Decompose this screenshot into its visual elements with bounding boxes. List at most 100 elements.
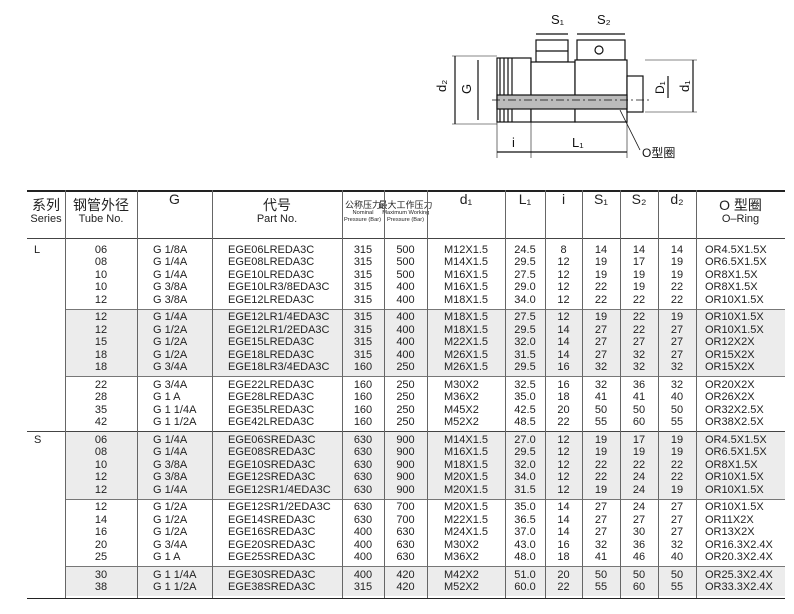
table-cell: 315: [353, 311, 373, 323]
table-cell: 400: [396, 281, 415, 293]
table-cell: 14: [557, 513, 570, 526]
table-cell: 22: [594, 471, 608, 483]
table-cell: OR4.5X1.5X: [705, 243, 767, 256]
table-cell: 14: [557, 336, 570, 348]
table-cell: OR20.3X2.4X: [705, 551, 773, 563]
table-cell: M20X1.5: [444, 501, 489, 513]
group-shade: [65, 431, 785, 499]
table-cell: 400: [396, 323, 415, 336]
table-cell: OR10X1.5X: [705, 293, 764, 306]
label-i: i: [512, 135, 515, 150]
table-cell: OR25.3X2.4X: [705, 568, 773, 581]
table-cell: 315: [353, 243, 373, 256]
column-border: [137, 190, 138, 598]
table-cell: EGE18LR3/4EDA3C: [228, 361, 330, 373]
table-cell: 900: [396, 471, 415, 483]
table-cell: G 1 A: [153, 551, 181, 563]
table-cell: 160: [353, 378, 373, 391]
table-cell: 48.5: [514, 416, 536, 428]
table-cell: 19: [632, 281, 646, 293]
table-cell: 700: [396, 501, 415, 513]
table-cell: G 1 1/4A: [153, 403, 197, 416]
table-cell: OR8X1.5X: [705, 268, 758, 281]
table-cell: 14: [557, 323, 570, 336]
label-d1: d₁: [677, 80, 692, 92]
table-cell: OR33.3X2.4X: [705, 581, 773, 593]
header-text: Pressure (Bar): [386, 217, 425, 223]
table-cell: G 1/4A: [153, 311, 188, 323]
table-cell: 27.0: [514, 433, 536, 446]
table-cell: 15: [94, 336, 108, 348]
table-cell: OR8X1.5X: [705, 281, 758, 293]
table-cell: G 1/2A: [153, 336, 188, 348]
table-cell: M18X1.5: [444, 311, 489, 323]
table-cell: 27.5: [514, 311, 536, 323]
table-cell: 250: [396, 391, 415, 403]
header-cell: L₁: [505, 192, 545, 238]
section-border: [27, 431, 785, 432]
table-cell: M16X1.5: [444, 268, 489, 281]
table-cell: 55: [594, 416, 608, 428]
table-cell: 22: [632, 311, 646, 323]
table-cell: 19: [632, 268, 646, 281]
table-cell: 42.5: [514, 403, 536, 416]
table-cell: OR10X1.5X: [705, 471, 764, 483]
table-cell: OR6.5X1.5X: [705, 256, 767, 268]
table-cell: EGE12SREDA3C: [228, 471, 316, 483]
table-cell: 14: [557, 526, 570, 538]
table-cell: 19: [594, 483, 608, 496]
table-cell: M16X1.5: [444, 281, 489, 293]
table-cell: EGE30SREDA3C: [228, 568, 316, 581]
table-cell: 315: [353, 281, 373, 293]
header-text: G: [169, 191, 180, 207]
table-cell: 50: [632, 568, 646, 581]
table-cell: G 3/8A: [153, 293, 188, 306]
table-cell: 12: [94, 483, 108, 496]
table-cell: 32: [632, 361, 646, 373]
table-cell: G 1/4A: [153, 268, 188, 281]
table-cell: 08: [94, 446, 108, 458]
table-cell: 42: [94, 416, 108, 428]
table-cell: 29.5: [514, 256, 536, 268]
table-cell: 500: [396, 243, 415, 256]
table-cell: OR12X2X: [705, 336, 755, 348]
header-text: Tube No.: [78, 213, 124, 225]
table-cell: 630: [353, 446, 373, 458]
table-cell: 16: [557, 538, 570, 551]
table-cell: 160: [353, 391, 373, 403]
table-cell: 250: [396, 361, 415, 373]
column-border: [658, 190, 659, 598]
label-D1: D₁: [653, 81, 667, 94]
table-cell: 20: [94, 538, 108, 551]
header-text: L₁: [518, 191, 532, 207]
table-cell: 630: [353, 458, 373, 471]
group-shade: [65, 566, 785, 596]
header-cell: i: [545, 192, 582, 238]
table-cell: G 1/4A: [153, 483, 188, 496]
table-cell: M30X2: [444, 378, 479, 391]
table-cell: G 1 A: [153, 391, 181, 403]
table-cell: 14: [670, 243, 684, 256]
table-cell: 12: [94, 323, 108, 336]
table-cell: EGE15LREDA3C: [228, 336, 315, 348]
table-cell: OR26X2X: [705, 391, 755, 403]
table-cell: G 1/2A: [153, 323, 188, 336]
table-cell: 12: [94, 311, 108, 323]
table-cell: 400: [396, 336, 415, 348]
table-cell: EGE22LREDA3C: [228, 378, 315, 391]
table-cell: 27: [594, 336, 608, 348]
table-cell: EGE10SREDA3C: [228, 458, 316, 471]
table-cell: 22: [94, 378, 108, 391]
table-cell: EGE12LREDA3C: [228, 293, 315, 306]
group-border: [65, 308, 785, 310]
column-border: [384, 190, 385, 598]
table-cell: OR20X2X: [705, 378, 755, 391]
header-text: d₂: [670, 191, 684, 207]
series-label: S: [34, 433, 42, 446]
table-cell: EGE08LREDA3C: [228, 256, 315, 268]
table-cell: 19: [594, 256, 608, 268]
table-cell: 32: [632, 348, 646, 361]
table-cell: 19: [670, 268, 684, 281]
table-cell: 19: [632, 446, 646, 458]
table-cell: 250: [396, 416, 415, 428]
